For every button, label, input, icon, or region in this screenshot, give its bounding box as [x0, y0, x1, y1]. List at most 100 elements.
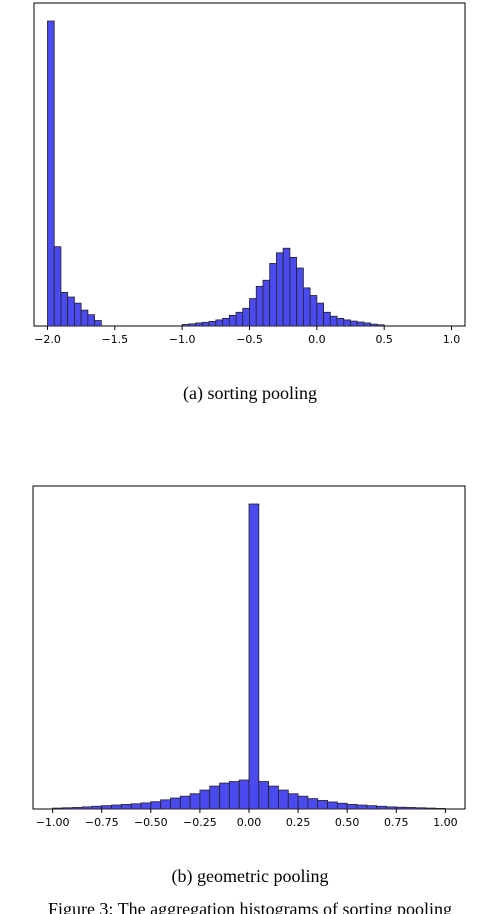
histogram-bar: [228, 781, 240, 810]
histogram-bar: [296, 267, 304, 327]
histogram-bar: [363, 322, 372, 327]
histogram-bar: [405, 807, 417, 810]
histogram-bar: [222, 317, 230, 327]
histogram-bar: [435, 807, 446, 810]
histogram-bar: [327, 801, 338, 810]
histogram-bar: [52, 807, 63, 810]
histogram-bar: [74, 302, 82, 327]
x-tick-label: 0.5: [375, 333, 393, 346]
histogram-bar: [235, 311, 244, 327]
histogram-bar: [62, 807, 73, 810]
histogram-bar: [346, 804, 358, 810]
histogram-bar: [201, 321, 210, 327]
histogram-bar: [87, 314, 96, 327]
histogram-bar: [101, 805, 112, 810]
histogram-bar: [343, 319, 351, 327]
bars-group: [47, 20, 385, 327]
caption-sorting-pooling: (a) sorting pooling: [183, 383, 317, 403]
histogram-bar: [395, 806, 407, 810]
histogram-bar: [215, 319, 223, 327]
histogram-bar: [376, 805, 387, 810]
histogram-bar: [415, 807, 427, 810]
histogram-bar: [120, 804, 132, 810]
histogram-bar: [219, 782, 230, 810]
histogram-bar: [195, 322, 203, 327]
histogram-bar: [179, 795, 191, 810]
histogram-bar: [386, 806, 397, 810]
histogram-bar: [228, 314, 237, 327]
histogram-bar: [282, 247, 291, 327]
x-tick-label: 0.25: [286, 816, 311, 829]
histogram-bar: [336, 317, 345, 327]
histogram-bar: [287, 793, 299, 810]
histogram-bar: [91, 805, 103, 810]
histogram-bar: [356, 321, 365, 327]
histogram-geometric-pooling: −1.00 −0.75 −0.50 −0.25 0.00 0.25 0.50 0.75 1.00: [32, 485, 466, 829]
histogram-bar: [199, 789, 211, 810]
histogram-bar: [188, 323, 197, 327]
histogram-bar: [309, 295, 318, 327]
bars-group: [52, 503, 446, 810]
histogram-bar: [377, 324, 385, 327]
x-tick-label: −2.0: [34, 333, 61, 346]
histogram-bar: [289, 256, 298, 327]
histogram-bar: [111, 804, 122, 810]
histogram-bar: [189, 793, 201, 810]
histogram-bar: [307, 798, 319, 810]
x-axis-ticks: −1.00 −0.75 −0.50 −0.25 0.00 0.25 0.50 0.75 1.00: [36, 809, 458, 829]
histogram-bar: [71, 807, 83, 810]
x-tick-label: 0.00: [237, 816, 262, 829]
histogram-bar: [269, 263, 277, 327]
histogram-bar: [297, 795, 309, 810]
x-tick-label: 0.0: [308, 333, 326, 346]
histogram-bar: [249, 298, 257, 327]
histogram-bar: [350, 320, 358, 327]
histogram-bar: [323, 311, 331, 327]
histogram-bar: [278, 789, 289, 810]
histogram-bar: [53, 246, 62, 327]
histogram-bar: [370, 323, 378, 327]
histogram-bar: [181, 324, 190, 327]
histogram-bar: [140, 802, 152, 810]
x-tick-label: −0.5: [236, 333, 263, 346]
histogram-bar: [67, 296, 75, 327]
histogram-bar: [316, 302, 324, 327]
x-tick-label: 1.00: [433, 816, 458, 829]
x-tick-label: 0.50: [335, 816, 360, 829]
figure-caption: Figure 3: The aggregation histograms of …: [47, 899, 453, 914]
x-tick-label: −0.25: [183, 816, 217, 829]
x-tick-label: 0.75: [384, 816, 409, 829]
histogram-bar: [258, 781, 270, 810]
histogram-sorting-pooling: −2.0 −1.5 −1.0 −0.5 0.0 0.5 1.0: [33, 2, 466, 346]
caption-geometric-pooling: (b) geometric pooling: [171, 866, 329, 886]
histogram-bar: [268, 785, 279, 810]
histogram-bar: [150, 801, 162, 810]
histogram-bar: [242, 307, 250, 327]
histogram-bar: [248, 503, 260, 810]
x-tick-label: −1.00: [36, 816, 70, 829]
histogram-bar: [170, 797, 181, 810]
histogram-bar: [94, 320, 102, 327]
plot-frame: [33, 2, 466, 327]
histogram-bar: [366, 805, 378, 810]
histogram-bar: [336, 802, 348, 810]
histogram-bar: [81, 806, 93, 810]
histogram-bar: [276, 252, 284, 327]
histogram-bar: [425, 807, 436, 810]
histogram-bar: [47, 20, 55, 327]
x-tick-label: −1.0: [169, 333, 196, 346]
histogram-bar: [208, 321, 217, 327]
histogram-bar: [60, 292, 69, 327]
histogram-bar: [238, 779, 250, 810]
x-tick-label: −0.50: [134, 816, 168, 829]
histogram-bar: [160, 799, 171, 810]
x-tick-label: −0.75: [85, 816, 119, 829]
histogram-bar: [356, 804, 368, 810]
histogram-bar: [130, 803, 142, 810]
histogram-bar: [317, 800, 328, 810]
x-tick-label: 1.0: [443, 333, 461, 346]
histogram-bar: [255, 285, 264, 327]
histogram-bar: [80, 309, 89, 327]
x-axis-ticks: −2.0 −1.5 −1.0 −0.5 0.0 0.5 1.0: [34, 326, 460, 346]
histogram-bar: [262, 279, 271, 327]
